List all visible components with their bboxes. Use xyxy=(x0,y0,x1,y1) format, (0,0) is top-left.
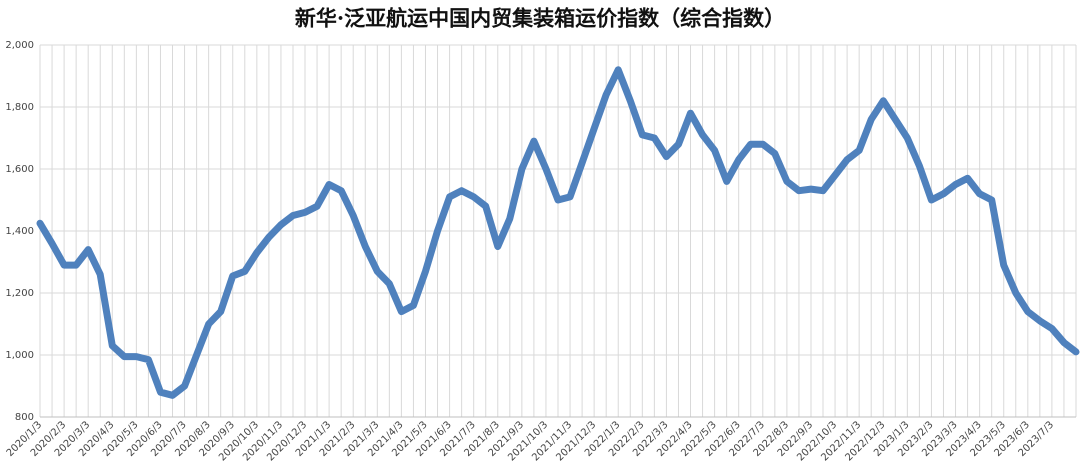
chart-title: 新华·泛亚航运中国内贸集装箱运价指数（综合指数） xyxy=(295,6,785,31)
y-tick-label: 1,400 xyxy=(5,226,34,237)
y-tick-label: 1,800 xyxy=(5,102,34,113)
y-tick-label: 2,000 xyxy=(5,40,34,51)
series-line xyxy=(36,66,1080,399)
y-tick-label: 800 xyxy=(15,412,34,423)
y-tick-label: 1,600 xyxy=(5,164,34,175)
y-tick-label: 1,000 xyxy=(5,350,34,361)
y-tick-label: 1,200 xyxy=(5,288,34,299)
